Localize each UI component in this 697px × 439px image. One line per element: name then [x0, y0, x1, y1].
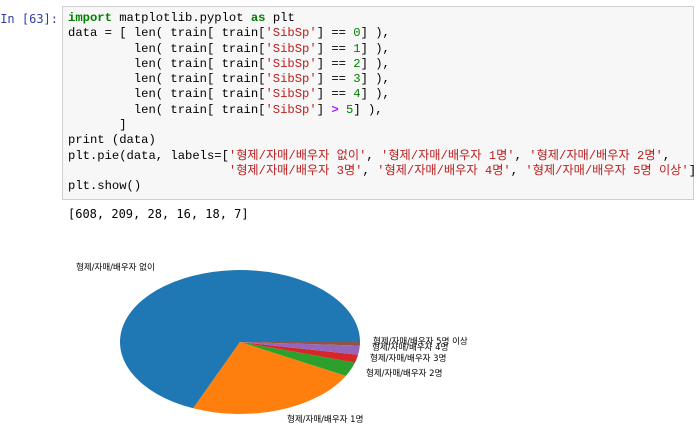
pie-slice	[240, 342, 360, 346]
code-token: import	[68, 11, 112, 25]
code-token: len( train[ train[	[68, 102, 266, 117]
output-text: [608, 209, 28, 16, 18, 7]	[68, 207, 249, 221]
code-editor[interactable]: import matplotlib.pyplot as plt data = [ …	[68, 11, 697, 195]
code-token: ] ==	[316, 26, 354, 41]
code-token: plt.pie(data, labels=[	[68, 148, 229, 163]
code-token: ] ),	[360, 72, 390, 87]
code-token: plt.show()	[68, 179, 142, 194]
code-line: '형제/자매/배우자 3명', '형제/자매/배우자 4명', '형제/자매/배…	[68, 164, 697, 179]
code-token: 2	[353, 56, 361, 71]
code-token: ] ),	[360, 87, 390, 102]
code-token: ] ),	[360, 56, 390, 71]
pie-label: 형제/자매/배우자 3명	[370, 353, 446, 364]
code-token: '형제/자매/배우자 5명 이상'	[525, 163, 689, 178]
pie-label: 형제/자매/배우자 2명	[366, 368, 442, 379]
pie-label: 형제/자매/배우자 없이	[76, 262, 155, 273]
code-line: len( train[ train['SibSp'] == 4] ),	[68, 87, 697, 102]
code-token: 3	[353, 72, 361, 87]
code-token: ] ),	[353, 102, 383, 117]
code-token: '형제/자매/배우자 1명'	[381, 148, 515, 163]
code-token: ,	[362, 163, 378, 178]
code-line: plt.pie(data, labels=['형제/자매/배우자 없이', '형…	[68, 149, 697, 164]
code-line: import matplotlib.pyplot as plt	[68, 11, 697, 26]
code-token: len( train[ train[	[68, 72, 266, 87]
pie-slice	[193, 342, 346, 414]
code-token: len( train[ train[	[68, 87, 266, 102]
code-token: ]	[316, 102, 332, 117]
code-token: '형제/자매/배우자 4명'	[377, 163, 511, 178]
code-token: ,	[514, 148, 530, 163]
code-token: 'SibSp'	[265, 56, 317, 71]
code-cell[interactable]: import matplotlib.pyplot as plt data = [ …	[62, 6, 697, 200]
code-line: plt.show()	[68, 179, 697, 194]
code-token: 1	[353, 41, 361, 56]
code-token: ] ==	[316, 72, 354, 87]
code-token: 4	[353, 87, 361, 102]
code-line: len( train[ train['SibSp'] == 3] ),	[68, 72, 697, 87]
code-token: matplotlib.pyplot	[111, 11, 251, 25]
code-token: data = [ len( train[ train[	[68, 26, 266, 41]
code-token: >	[331, 102, 339, 117]
pie-slice	[240, 342, 359, 363]
pie-label: 형제/자매/배우자 1명	[287, 414, 363, 425]
code-token: ] ==	[316, 87, 354, 102]
pie-slice	[240, 342, 355, 376]
code-token: as	[250, 11, 266, 25]
code-line: print (data)	[68, 133, 697, 148]
code-token: '형제/자매/배우자 2명'	[529, 148, 663, 163]
code-token: 'SibSp'	[265, 26, 317, 41]
code-token: ] ),	[360, 41, 390, 56]
code-line: data = [ len( train[ train['SibSp'] == 0…	[68, 26, 697, 41]
pie-label: 형제/자매/배우자 5명 이상	[373, 336, 468, 347]
code-line: len( train[ train['SibSp'] == 2] ),	[68, 57, 697, 72]
code-token: 'SibSp'	[265, 72, 317, 87]
code-token: ,	[510, 163, 526, 178]
code-token: ,	[662, 148, 671, 163]
pie-slice	[120, 270, 360, 409]
code-token: len( train[ train[	[68, 41, 266, 56]
pie-label: 형제/자매/배우자 4명	[372, 342, 448, 353]
code-token: '형제/자매/배우자 3명'	[228, 163, 363, 178]
code-token: 5	[345, 102, 354, 117]
code-token: plt	[265, 11, 295, 25]
code-token: ] ==	[316, 41, 354, 56]
pie-slice	[240, 342, 360, 355]
code-token: ] ==	[316, 56, 354, 71]
code-line: ]	[68, 118, 697, 133]
code-token: print (data)	[68, 133, 156, 148]
code-line: len( train[ train['SibSp'] == 1] ),	[68, 42, 697, 57]
code-token: '형제/자매/배우자 없이'	[228, 148, 367, 163]
code-token: 'SibSp'	[265, 87, 317, 102]
code-token: ])	[688, 163, 697, 178]
code-line: len( train[ train['SibSp'] > 5] ),	[68, 103, 697, 118]
code-token: 'SibSp'	[265, 41, 317, 56]
cell-prompt: In [63]:	[0, 12, 58, 26]
code-token: 0	[353, 26, 361, 41]
code-token: ] ),	[360, 26, 390, 41]
code-token: ,	[366, 148, 382, 163]
code-token: 'SibSp'	[265, 102, 317, 117]
code-token: ]	[68, 118, 127, 133]
code-token: len( train[ train[	[68, 56, 266, 71]
